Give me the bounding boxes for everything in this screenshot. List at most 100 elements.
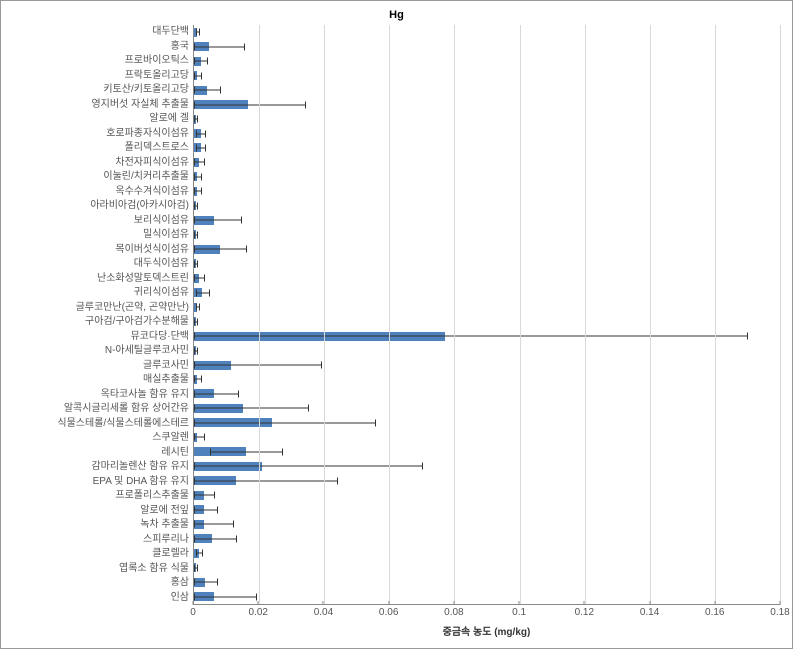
bar-row — [194, 184, 780, 198]
error-bar — [194, 393, 238, 394]
error-cap — [747, 333, 748, 340]
bar-row — [194, 68, 780, 82]
error-cap — [194, 463, 195, 470]
error-cap — [220, 87, 221, 94]
error-cap — [194, 477, 195, 484]
x-tick-label: 0.18 — [770, 607, 789, 618]
bar-row — [194, 358, 780, 372]
error-bar — [194, 46, 244, 47]
gridline — [520, 25, 521, 604]
y-axis-category-label: 호로파종자식이섬유 — [13, 127, 189, 142]
x-tick-label: 0.08 — [444, 607, 463, 618]
error-cap — [194, 434, 195, 441]
error-cap — [197, 347, 198, 354]
y-axis-category-label: 엽록소 함유 식물 — [13, 562, 189, 577]
error-bar — [194, 524, 233, 525]
error-bar — [194, 596, 256, 597]
bar-row — [194, 430, 780, 444]
y-axis-category-label: 보리식이섬유 — [13, 214, 189, 229]
error-cap — [207, 58, 208, 65]
error-cap — [209, 289, 210, 296]
gridline — [389, 25, 390, 604]
x-tick-label: 0.06 — [379, 607, 398, 618]
y-axis-category-label: 녹차 추출물 — [13, 518, 189, 533]
bar-row — [194, 488, 780, 502]
error-cap — [205, 144, 206, 151]
bar-row — [194, 575, 780, 589]
gridline — [454, 25, 455, 604]
error-bar — [194, 278, 204, 279]
error-cap — [201, 173, 202, 180]
bar-row — [194, 401, 780, 415]
y-axis-category-label: 알로에 겔 — [13, 112, 189, 127]
error-cap — [236, 535, 237, 542]
error-cap — [194, 188, 195, 195]
error-bar — [194, 495, 214, 496]
y-axis-category-label: EPA 및 DHA 함유 유지 — [13, 475, 189, 490]
y-axis-category-label: 영지버섯 자실체 추출물 — [13, 98, 189, 113]
error-bar — [194, 422, 375, 423]
x-tick-mark — [519, 601, 520, 605]
error-bar — [194, 220, 241, 221]
error-bar — [194, 162, 204, 163]
error-cap — [201, 376, 202, 383]
bar-row — [194, 242, 780, 256]
x-tick-label: 0.04 — [314, 607, 333, 618]
bar-row — [194, 517, 780, 531]
error-bar — [194, 336, 747, 337]
error-cap — [244, 43, 245, 50]
y-axis-category-label: 옥수수겨식이섬유 — [13, 185, 189, 200]
bar-row — [194, 387, 780, 401]
error-cap — [194, 275, 195, 282]
error-cap — [217, 579, 218, 586]
bar-row — [194, 39, 780, 53]
error-cap — [194, 72, 195, 79]
error-cap — [194, 116, 195, 123]
y-axis-category-label: 인삼 — [13, 591, 189, 606]
error-cap — [305, 101, 306, 108]
error-cap — [194, 159, 195, 166]
y-axis-category-label: 프락토올리고당 — [13, 69, 189, 84]
x-tick-mark — [193, 601, 194, 605]
error-cap — [196, 304, 197, 311]
error-cap — [194, 506, 195, 513]
bar-row — [194, 199, 780, 213]
error-cap — [194, 593, 195, 600]
y-axis-category-label: 목이버섯식이섬유 — [13, 243, 189, 258]
error-cap — [375, 419, 376, 426]
x-axis-label: 중금속 농도 (mg/kg) — [193, 623, 780, 638]
y-axis-category-label: 대두단백 — [13, 25, 189, 40]
error-cap — [210, 448, 211, 455]
y-axis-category-label: 홍삼 — [13, 576, 189, 591]
error-bar — [194, 582, 217, 583]
error-cap — [194, 521, 195, 528]
error-cap — [241, 217, 242, 224]
chart-title: Hg — [13, 9, 780, 21]
hg-chart-container: Hg 대두단백홍국프로바이오틱스프락토올리고당키토산/키토올리고당영지버섯 자실… — [0, 0, 793, 649]
error-bar — [196, 147, 206, 148]
error-bar — [194, 437, 204, 438]
error-bar — [194, 90, 220, 91]
error-cap — [194, 202, 195, 209]
error-cap — [194, 362, 195, 369]
error-cap — [256, 593, 257, 600]
error-cap — [204, 275, 205, 282]
error-cap — [194, 333, 195, 340]
y-axis-category-label: 스쿠알렌 — [13, 431, 189, 446]
x-tick-mark — [453, 601, 454, 605]
bar-row — [194, 83, 780, 97]
error-bar — [194, 538, 236, 539]
error-cap — [422, 463, 423, 470]
error-cap — [194, 579, 195, 586]
gridline — [715, 25, 716, 604]
error-cap — [202, 550, 203, 557]
y-axis-category-label: 홍국 — [13, 40, 189, 55]
y-axis-category-label: 차전자피식이섬유 — [13, 156, 189, 171]
error-cap — [197, 318, 198, 325]
bar-row — [194, 25, 780, 39]
error-cap — [194, 87, 195, 94]
bar-row — [194, 502, 780, 516]
error-cap — [199, 29, 200, 36]
x-tick-label: 0 — [190, 607, 196, 618]
x-axis-ticks: 00.020.040.060.080.10.120.140.160.18 — [193, 605, 780, 619]
